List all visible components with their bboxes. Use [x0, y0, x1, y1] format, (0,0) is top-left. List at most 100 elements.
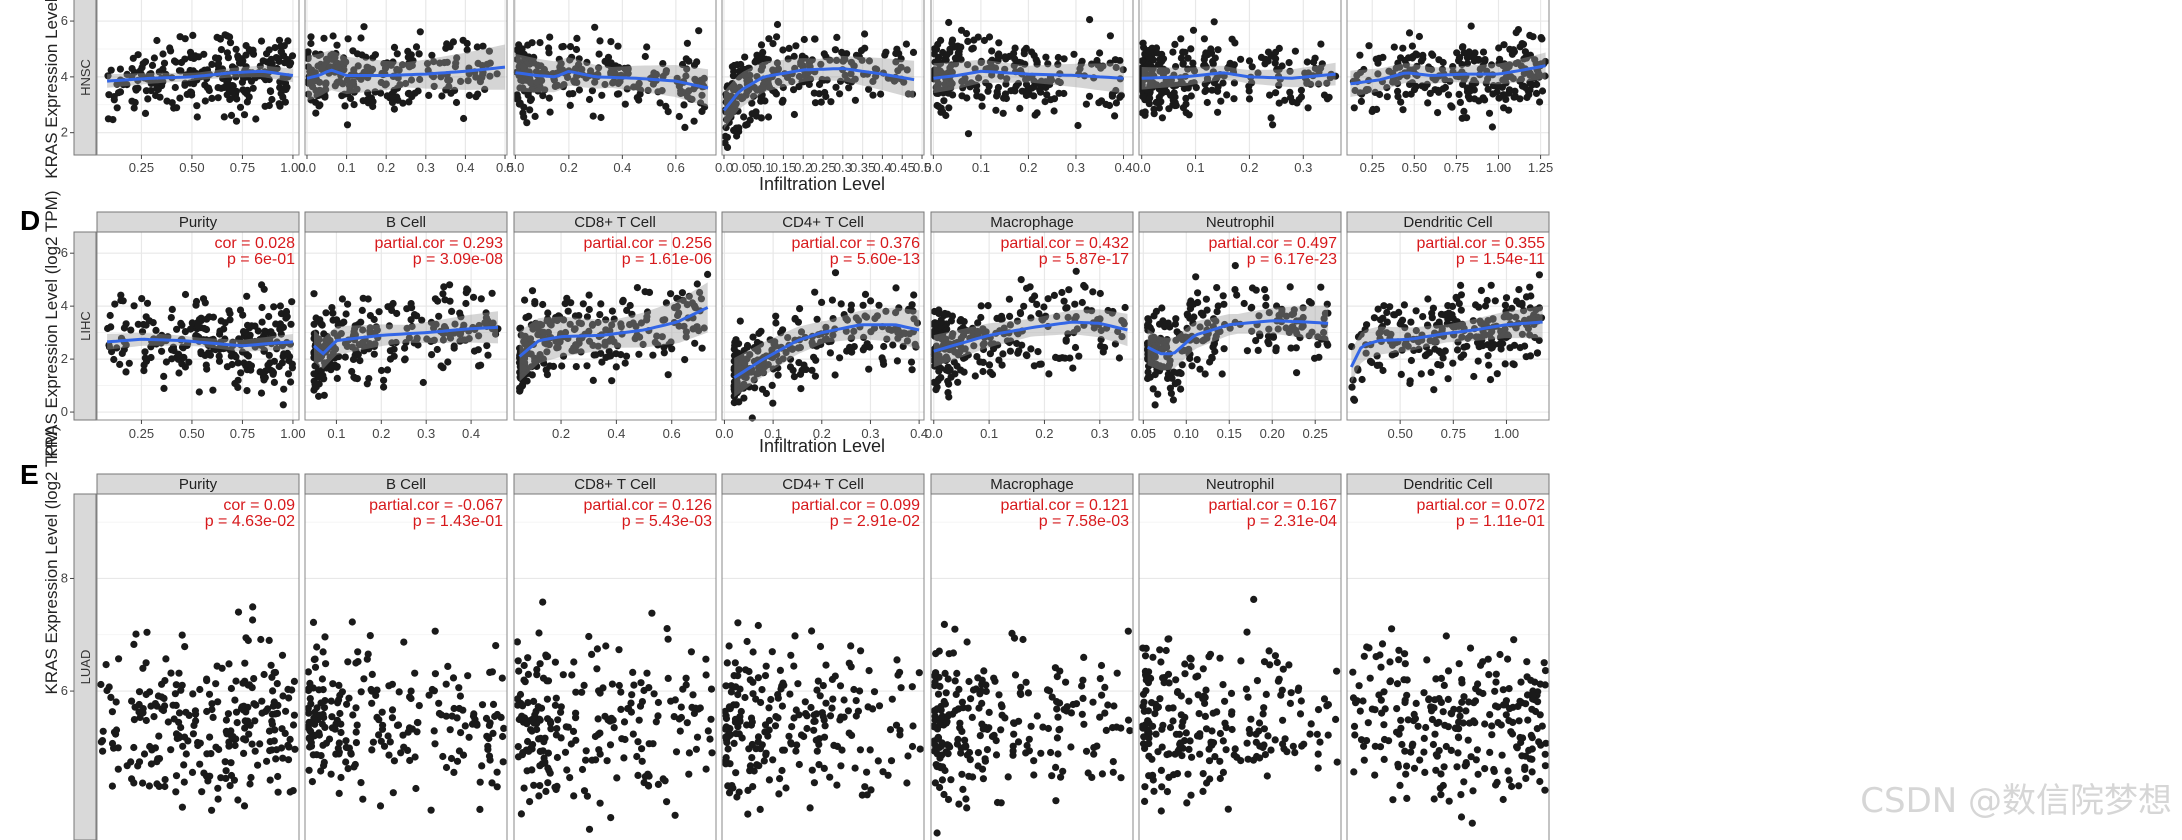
data-point [734, 672, 742, 680]
data-point [855, 53, 863, 61]
data-point [524, 737, 532, 746]
x-tick-label: 1.25 [1528, 160, 1553, 175]
data-point [638, 698, 647, 706]
data-point [1048, 693, 1056, 701]
data-point [774, 714, 782, 722]
data-point [349, 78, 357, 86]
data-point [333, 363, 341, 371]
data-point [832, 83, 840, 91]
x-tick-label: 0.4 [462, 426, 480, 441]
data-point [909, 48, 918, 57]
data-point [181, 79, 189, 87]
data-point [544, 309, 552, 317]
data-point [181, 35, 189, 43]
data-point [1199, 311, 1207, 319]
data-point [97, 680, 105, 689]
data-point [678, 60, 687, 69]
data-point [373, 713, 381, 722]
facet-strip-label: Neutrophil [1206, 214, 1274, 231]
data-point [755, 57, 763, 65]
data-point [630, 681, 638, 689]
data-point [533, 666, 541, 674]
data-point [274, 772, 282, 781]
data-point [588, 650, 596, 659]
data-point [258, 709, 266, 717]
data-point [1390, 43, 1398, 51]
data-point [1153, 49, 1161, 57]
data-point [213, 33, 221, 42]
x-tick-label: 1.00 [280, 160, 305, 175]
data-point [170, 104, 178, 112]
data-point [352, 739, 360, 747]
data-point [808, 627, 816, 635]
x-tick-label: 0.2 [552, 426, 570, 441]
data-point [123, 70, 131, 78]
facet-hnsc-cd8-t-cell: 0.0 0.2 0.4 0.6 [506, 0, 717, 175]
data-point [322, 309, 330, 317]
data-point [1138, 109, 1147, 117]
data-point [940, 620, 949, 629]
data-point [342, 758, 350, 766]
data-point [233, 719, 241, 727]
data-point [740, 113, 748, 121]
data-point [234, 376, 242, 384]
data-point [652, 70, 661, 78]
data-point [228, 733, 236, 741]
data-point [636, 90, 644, 98]
data-point [728, 106, 737, 114]
data-point [309, 618, 318, 627]
data-point [435, 312, 443, 320]
data-point [539, 598, 547, 606]
data-point [730, 126, 738, 134]
facet-strip-label: Purity [179, 476, 218, 493]
data-point [566, 101, 574, 109]
data-point [892, 721, 901, 729]
x-tick-label: 0.75 [230, 160, 255, 175]
data-point [949, 91, 957, 99]
data-point [935, 309, 943, 318]
data-point [903, 779, 911, 787]
data-point [279, 692, 287, 700]
data-point [479, 70, 487, 78]
data-point [249, 616, 257, 624]
data-point [430, 727, 438, 735]
data-point [108, 782, 116, 790]
data-point [706, 735, 714, 743]
data-point [479, 42, 487, 50]
data-point [526, 96, 535, 105]
data-point [1111, 112, 1119, 120]
data-point [935, 647, 943, 655]
data-point [227, 111, 236, 119]
data-point [279, 401, 287, 409]
y-tick-label: 0 [61, 404, 68, 419]
data-point [233, 95, 241, 103]
data-point [638, 757, 646, 765]
data-point [448, 712, 456, 720]
data-point [514, 695, 522, 703]
row-luad: E KRAS Expression Level (log2 TPM) LUAD68P… [20, 426, 1550, 840]
data-point [732, 769, 740, 777]
data-point [370, 350, 378, 358]
data-point [861, 44, 869, 52]
data-point [430, 82, 438, 90]
data-point [546, 362, 554, 370]
data-point [152, 79, 160, 87]
data-point [743, 120, 751, 129]
data-point [731, 659, 739, 667]
data-point [407, 76, 416, 84]
data-point [277, 744, 286, 752]
data-point [1535, 271, 1543, 279]
data-point [242, 42, 250, 50]
data-point [1460, 351, 1468, 359]
data-point [305, 685, 313, 693]
data-point [319, 686, 327, 694]
data-point [1054, 750, 1062, 758]
data-point [1187, 45, 1195, 53]
data-point [979, 775, 988, 783]
data-point [1350, 104, 1358, 112]
data-point [1033, 109, 1041, 117]
data-point [993, 88, 1001, 96]
data-point [180, 761, 188, 769]
data-point [232, 708, 241, 716]
data-point [732, 701, 740, 709]
